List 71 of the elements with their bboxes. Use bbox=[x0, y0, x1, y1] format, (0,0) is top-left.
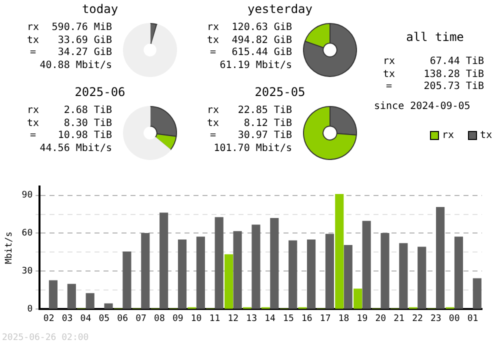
text: tx bbox=[382, 68, 396, 81]
text: = bbox=[28, 130, 38, 142]
text: = bbox=[28, 47, 38, 60]
x-tick-label: 11 bbox=[209, 314, 220, 324]
text: 615.44 GiB bbox=[230, 47, 292, 60]
x-tick-label: 19 bbox=[356, 314, 368, 324]
y-axis-title: Mbit/s bbox=[4, 232, 15, 264]
text: 30.97 TiB bbox=[236, 130, 292, 142]
text: = bbox=[384, 81, 394, 94]
text: 8.30 TiB bbox=[62, 118, 112, 130]
x-tick-label: 14 bbox=[264, 314, 276, 324]
x-tick-label: 15 bbox=[283, 314, 294, 324]
x-tick-label: 13 bbox=[246, 314, 258, 324]
text: 40.88 Mbit/s bbox=[38, 60, 112, 72]
text: tx bbox=[26, 34, 40, 47]
text: 101.70 Mbit/s bbox=[212, 142, 292, 155]
legend-label: rx bbox=[442, 130, 454, 141]
chart-title: 2025-06 bbox=[74, 85, 126, 99]
x-tick-label: 08 bbox=[154, 314, 165, 324]
x-tick-label: 10 bbox=[190, 314, 202, 324]
x-tick-label: 22 bbox=[412, 314, 423, 324]
text: all time bbox=[406, 30, 464, 44]
text: 34.27 GiB bbox=[56, 47, 112, 60]
x-tick-label: 05 bbox=[98, 314, 110, 324]
text: rx bbox=[206, 105, 220, 118]
text: tx bbox=[26, 118, 40, 130]
text: 67.44 TiB bbox=[428, 56, 484, 68]
text: 2.68 TiB bbox=[62, 105, 112, 118]
text: 8.12 TiB bbox=[242, 118, 292, 130]
chart-title: 2025-05 bbox=[254, 85, 306, 99]
text: rx bbox=[26, 22, 40, 34]
x-tick-label: 18 bbox=[338, 314, 350, 324]
x-tick-label: 12 bbox=[228, 314, 239, 324]
text: 33.69 GiB bbox=[56, 34, 112, 47]
text: 22.85 TiB bbox=[236, 105, 292, 118]
legend-label: tx bbox=[480, 130, 492, 141]
x-tick-label: 16 bbox=[301, 314, 312, 324]
x-tick-label: 04 bbox=[80, 314, 92, 324]
text: rx bbox=[26, 105, 40, 118]
x-tick-label: 23 bbox=[430, 314, 442, 324]
y-tick-label: 90 bbox=[22, 190, 33, 201]
x-tick-label: 09 bbox=[172, 314, 184, 324]
text: = bbox=[208, 130, 218, 142]
text: rx bbox=[206, 22, 220, 34]
text: since 2024-09-05 bbox=[374, 100, 472, 113]
text: 61.19 Mbit/s bbox=[218, 60, 292, 72]
text: = bbox=[208, 47, 218, 60]
x-tick-label: 03 bbox=[62, 314, 73, 324]
y-tick-label: 0 bbox=[27, 304, 33, 315]
text: tx bbox=[206, 118, 220, 130]
x-tick-label: 21 bbox=[394, 314, 404, 324]
x-tick-label: 17 bbox=[320, 314, 331, 324]
y-tick-label: 60 bbox=[22, 228, 33, 239]
text: 138.28 TiB bbox=[422, 68, 484, 81]
x-tick-label: 00 bbox=[448, 314, 460, 324]
text: 590.76 MiB bbox=[50, 22, 112, 34]
x-tick-label: 06 bbox=[117, 314, 128, 324]
text: 494.82 GiB bbox=[230, 34, 292, 47]
chart-title: today bbox=[82, 2, 118, 16]
text: 205.73 TiB bbox=[422, 81, 484, 94]
x-tick-label: 20 bbox=[375, 314, 386, 324]
text: tx bbox=[206, 34, 220, 47]
x-tick-label: 07 bbox=[136, 314, 146, 324]
text: 120.63 GiB bbox=[230, 22, 292, 34]
x-tick-label: 02 bbox=[43, 314, 54, 324]
x-tick-label: 01 bbox=[467, 314, 478, 324]
y-tick-label: 30 bbox=[22, 266, 33, 277]
text: 10.98 TiB bbox=[56, 130, 112, 142]
text: rx bbox=[382, 56, 396, 68]
text: 44.56 Mbit/s bbox=[38, 142, 112, 155]
chart-title: yesterday bbox=[247, 2, 313, 16]
